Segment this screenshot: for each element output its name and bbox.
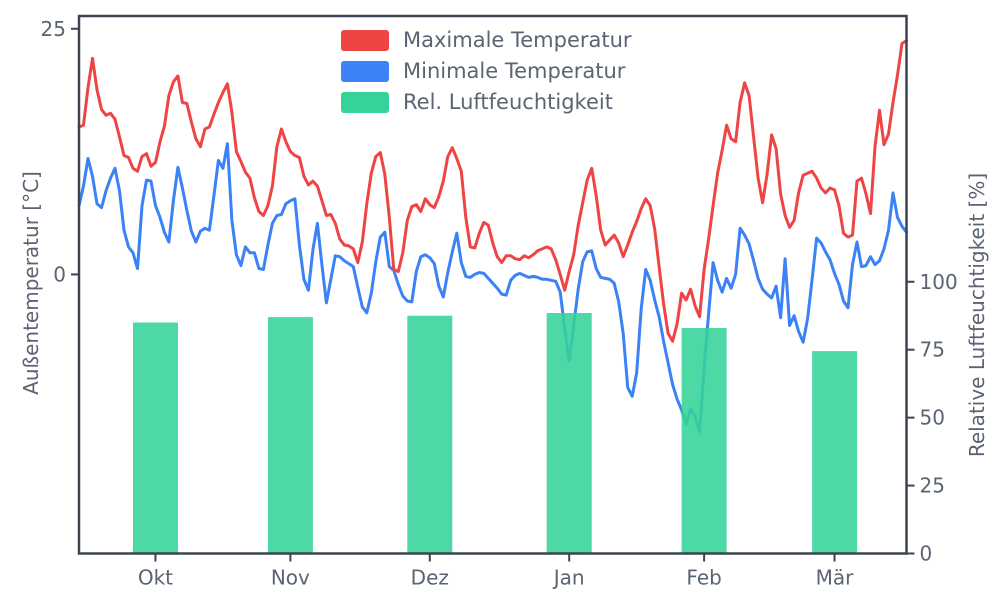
bar-humidity-nov [267,317,313,554]
bar-humidity-okt [133,322,178,554]
x-tick-label: Mär [816,566,855,590]
line-max-temp [77,39,908,343]
legend-label: Minimale Temperatur [403,59,626,83]
y-left-tick-label: 0 [53,262,66,286]
legend-label: Rel. Luftfeuchtigkeit [403,90,613,114]
line-min-temp [77,142,908,434]
y-right-tick-label: 75 [920,338,945,362]
humidity-swatch-icon [341,92,389,113]
x-tick-label: Nov [271,566,310,590]
plot-border [77,14,908,555]
y-right-tick-label: 50 [920,406,945,430]
y-left-tick-label: 25 [41,17,66,41]
legend-item-max-temp: Maximale Temperatur [341,30,632,51]
y-right-tick-label: 100 [920,270,958,294]
y-right-tick-label: 0 [920,542,933,566]
y-right-axis-title: Relative Luftfeuchtigkeit [%] [965,172,989,458]
bar-humidity-jan [546,313,592,554]
x-tick-label: Feb [686,566,721,590]
bar-humidity-feb [681,328,727,554]
x-tick-label: Dez [411,566,449,590]
legend-label: Maximale Temperatur [403,28,632,52]
legend-item-humidity: Rel. Luftfeuchtigkeit [341,92,632,113]
y-right-tick-label: 25 [920,474,945,498]
max-temp-swatch-icon [341,30,389,51]
bar-humidity-dez [407,315,453,554]
legend-item-min-temp: Minimale Temperatur [341,61,632,82]
min-temp-swatch-icon [341,61,389,82]
bar-humidity-mär [812,351,858,554]
y-left-axis-title: Außentemperatur [°C] [19,171,43,395]
legend: Maximale Temperatur Minimale Temperatur … [341,30,632,123]
x-tick-label: Okt [138,566,173,590]
x-tick-label: Jan [552,566,585,590]
